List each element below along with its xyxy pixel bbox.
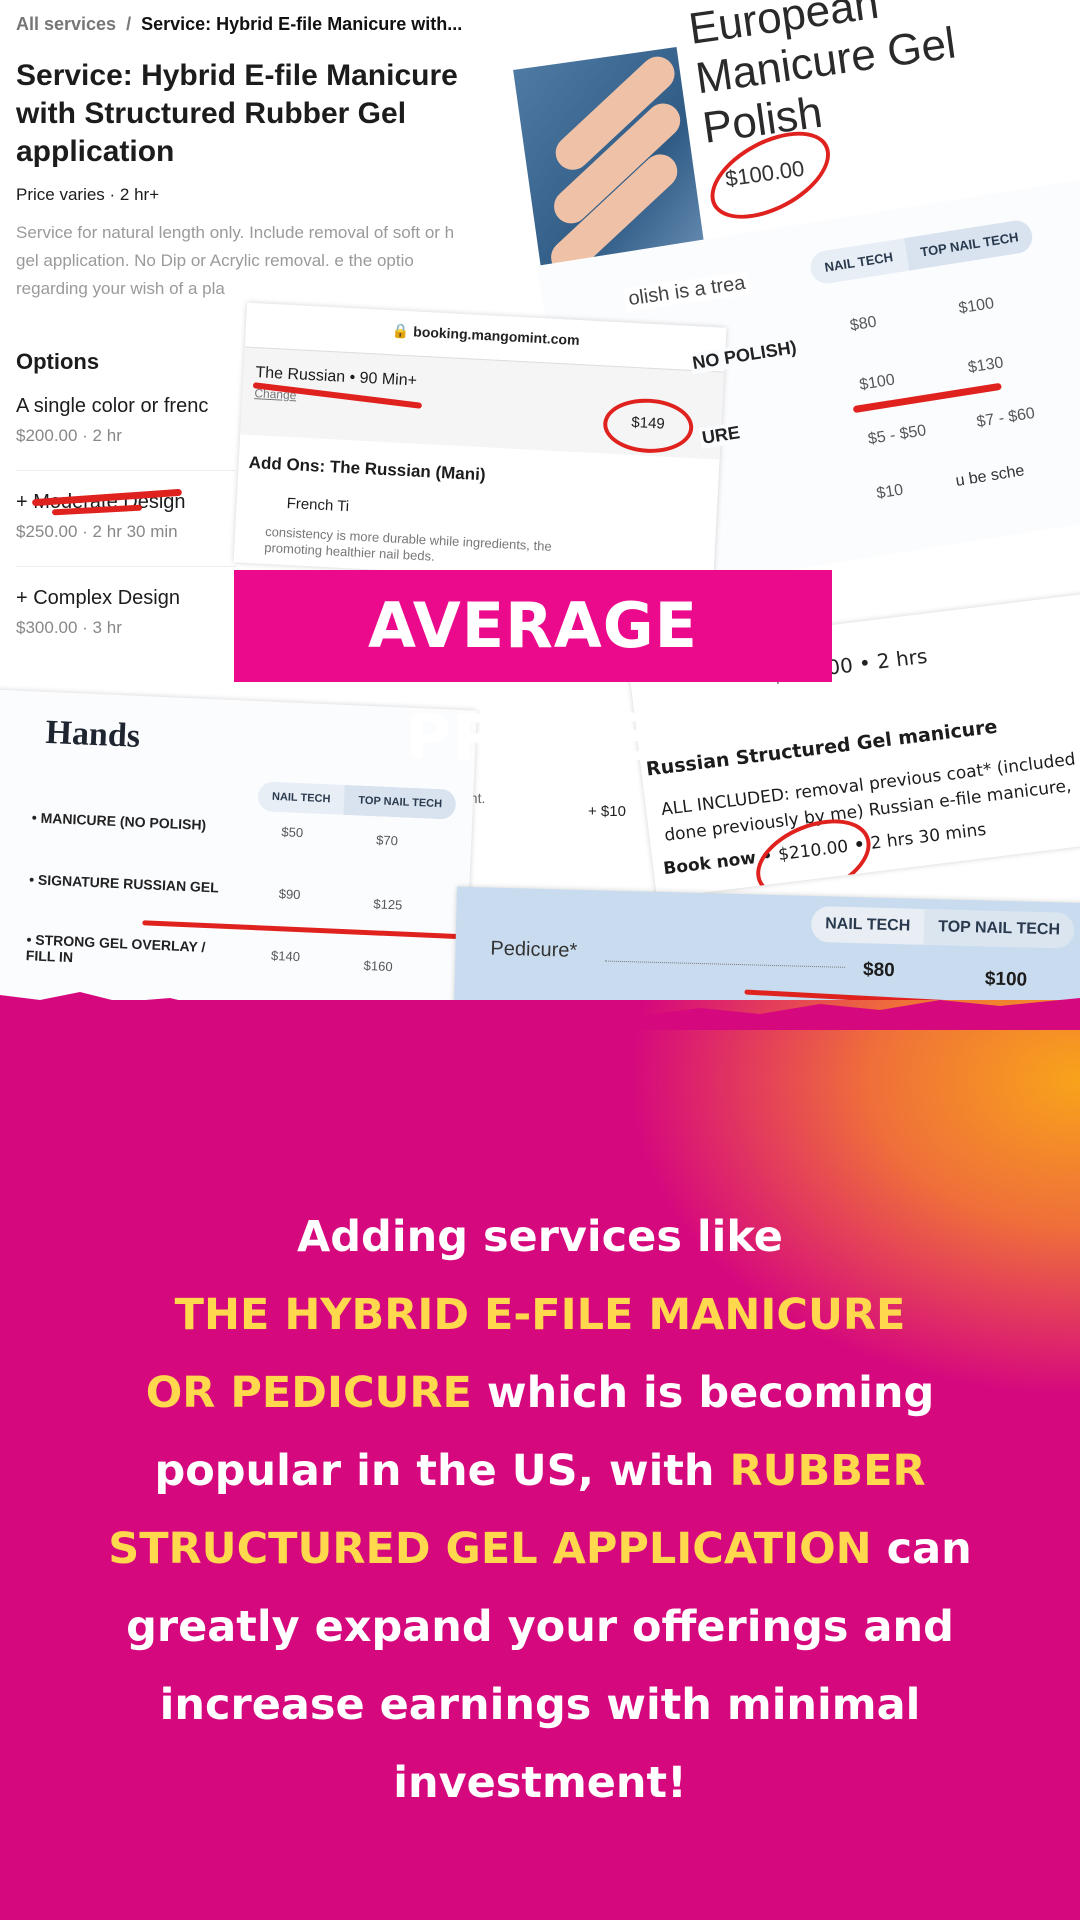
leader-line	[605, 960, 846, 968]
option-price: $200.00 · 2 hr	[16, 426, 122, 445]
option-price: $300.00 · 3 hr	[16, 618, 122, 637]
option-name: A single color or frenc	[16, 395, 209, 417]
torn-paper-edge	[0, 992, 1080, 1030]
message-line: increase earnings with minimal	[0, 1666, 1080, 1744]
addon-description: consistency is more durable while ingred…	[264, 524, 552, 571]
book-now-link[interactable]: Book now	[662, 848, 758, 880]
card-title: European Manicure Gel Polish	[685, 0, 959, 153]
row-name: • SIGNATURE RUSSIAN GEL	[28, 871, 220, 896]
booking-screenshot: 🔒 booking.mangomint.com The Russian • 90…	[233, 302, 727, 588]
selected-service-row: The Russian • 90 Min+ Change $149	[240, 346, 725, 460]
addon-extra-price: + $10	[588, 803, 626, 820]
header-nail-tech: NAIL TECH	[808, 238, 910, 286]
message-line: OR PEDICURE which is becoming	[0, 1354, 1080, 1432]
header-nail-tech: NAIL TECH	[810, 905, 925, 945]
highlighted-text: THE HYBRID E-FILE MANICURE	[174, 1290, 906, 1340]
addons-heading: Add Ons: The Russian (Mani)	[248, 452, 487, 485]
price-top-nail-tech: $70	[375, 832, 399, 849]
message-line: popular in the US, with RUBBER	[0, 1432, 1080, 1510]
message-text: popular in the US, with	[154, 1446, 730, 1496]
column-headers: NAIL TECH TOP NAIL TECH	[808, 218, 1035, 286]
options-heading: Options	[16, 349, 100, 374]
url-text: booking.mangomint.com	[412, 323, 580, 349]
highlighted-text: STRUCTURED GEL APPLICATION	[108, 1524, 872, 1574]
hands-title: Hands	[44, 713, 141, 755]
average-prices-banner: AVERAGE PRICES	[234, 570, 832, 774]
option-item[interactable]: + Moderate Design $250.00 · 2 hr 30 min	[16, 471, 236, 567]
message-line: STRUCTURED GEL APPLICATION can	[0, 1510, 1080, 1588]
price-top-nail-tech: $7 - $60	[975, 404, 1037, 431]
price-nail-tech: $80	[848, 313, 878, 335]
option-item[interactable]: + Complex Design $300.00 · 3 hr	[16, 567, 236, 662]
message-line: greatly expand your offerings and	[0, 1588, 1080, 1666]
breadcrumb: All services / Service: Hybrid E-file Ma…	[16, 14, 504, 35]
row-name: • MANICURE (NO POLISH)	[31, 809, 207, 833]
fragment-text: u be sche	[954, 462, 1026, 490]
promo-message: Adding services like THE HYBRID E-FILE MA…	[0, 1198, 1080, 1822]
message-text: can	[871, 1524, 972, 1574]
service-meta: Price varies · 2 hr+	[16, 185, 160, 204]
addon-item[interactable]: French Ti	[286, 494, 350, 516]
breadcrumb-current: Service: Hybrid E-file Manicure with...	[141, 14, 463, 34]
message-text: investment!	[393, 1758, 687, 1808]
description-line: Service for natural length only. Include…	[16, 223, 455, 242]
message-line: Adding services like	[0, 1198, 1080, 1276]
message-text: increase earnings with minimal	[159, 1680, 921, 1730]
breadcrumb-separator: /	[126, 14, 132, 34]
price-nail-tech: $50	[281, 824, 304, 841]
service-duration: 2 hrs 30 mins	[869, 819, 988, 854]
price-nail-tech: $90	[278, 886, 301, 903]
red-underline	[142, 920, 463, 940]
price-nail-tech: $10	[875, 481, 905, 503]
price-top-nail-tech: $100	[957, 294, 996, 318]
option-name: + Complex Design	[16, 587, 180, 609]
promo-section: Adding services like THE HYBRID E-FILE MA…	[0, 992, 1080, 1920]
header-top-nail-tech: TOP NAIL TECH	[904, 218, 1035, 271]
option-price: $250.00 · 2 hr 30 min	[16, 522, 178, 541]
service-description: Service for natural length only. Include…	[16, 219, 516, 303]
price-top-nail-tech: $130	[966, 354, 1005, 377]
row-name: • STRONG GEL OVERLAY / FILL IN	[25, 931, 206, 966]
service-title: Service: Hybrid E-file Manicure with Str…	[16, 59, 458, 168]
highlighted-text: OR PEDICURE	[145, 1368, 472, 1418]
column-headers: NAIL TECH TOP NAIL TECH	[810, 905, 1075, 949]
message-text: which is becoming	[471, 1368, 935, 1418]
description-line: gel application. No Dip or Acrylic remov…	[16, 251, 414, 270]
header-top-nail-tech: TOP NAIL TECH	[923, 908, 1075, 949]
price-nail-tech: $5 - $50	[866, 422, 928, 449]
message-line: investment!	[0, 1744, 1080, 1822]
red-circle	[601, 396, 695, 456]
price-top-nail-tech: $125	[373, 896, 403, 913]
breadcrumb-all-services[interactable]: All services	[16, 14, 117, 34]
pedicure-name: Pedicure*	[490, 937, 578, 962]
message-text: greatly expand your offerings and	[126, 1602, 954, 1652]
header-nail-tech: NAIL TECH	[257, 781, 346, 815]
option-item[interactable]: A single color or frenc $200.00 · 2 hr	[16, 375, 236, 471]
description-line: regarding your wish of a pla	[16, 279, 225, 298]
highlighted-text: RUBBER	[729, 1446, 926, 1496]
message-text: Adding services like	[297, 1212, 783, 1262]
price-nail-tech: $100	[858, 371, 897, 394]
message-line: THE HYBRID E-FILE MANICURE	[0, 1276, 1080, 1354]
price-nail-tech: $140	[270, 947, 301, 965]
